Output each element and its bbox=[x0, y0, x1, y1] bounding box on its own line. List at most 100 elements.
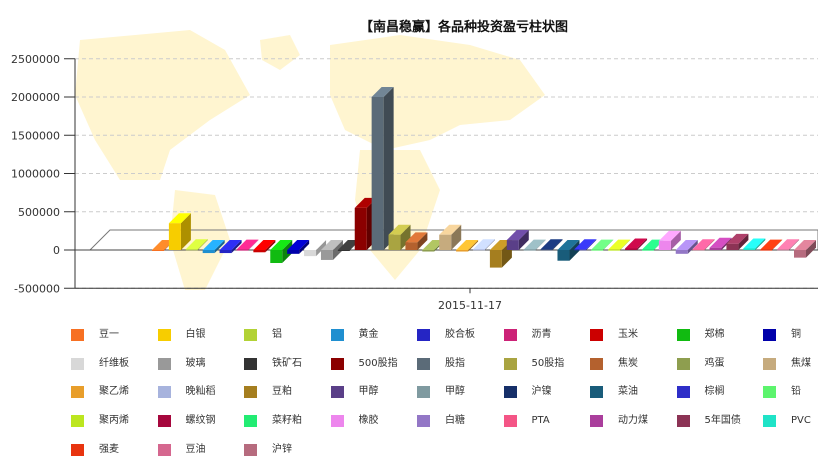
legend-swatch bbox=[244, 443, 257, 456]
y-axis: -500000 0 500000 1000000 1500000 2000000 25000… bbox=[11, 53, 76, 295]
legend-swatch bbox=[71, 329, 84, 341]
legend-swatch bbox=[71, 415, 84, 428]
y-tick-label: 2500000 bbox=[11, 53, 60, 66]
bar-top bbox=[439, 224, 462, 235]
bar-top bbox=[388, 224, 411, 235]
legend-swatch bbox=[330, 415, 344, 428]
bar bbox=[591, 239, 614, 251]
bar bbox=[692, 239, 715, 251]
bar-front bbox=[777, 249, 790, 251]
bar-top bbox=[641, 239, 664, 250]
bar-top bbox=[777, 239, 800, 250]
bar-front bbox=[523, 249, 536, 251]
bar-top bbox=[337, 240, 360, 250]
bar-front bbox=[354, 207, 367, 250]
bar-front bbox=[658, 240, 671, 250]
legend-label: 玻璃 bbox=[185, 357, 206, 369]
bar bbox=[726, 233, 749, 250]
bar bbox=[523, 239, 546, 251]
bar bbox=[743, 238, 766, 250]
legend-label: 螺纹钢 bbox=[185, 415, 216, 427]
legend-label: 动力煤 bbox=[618, 415, 648, 427]
bar-front bbox=[760, 249, 773, 251]
legend-label: 焦炭 bbox=[618, 357, 638, 369]
bar bbox=[388, 224, 411, 250]
legend-swatch bbox=[157, 357, 171, 370]
y-tick-label: 0 bbox=[53, 244, 60, 257]
bar-side bbox=[518, 230, 529, 250]
bar-top bbox=[185, 239, 208, 250]
bar-top bbox=[253, 240, 276, 250]
bar-top bbox=[287, 240, 310, 250]
bar-side bbox=[586, 239, 597, 250]
bar-front bbox=[304, 250, 317, 257]
legend-swatch bbox=[503, 329, 517, 341]
bar-side bbox=[738, 233, 749, 250]
legend-label: PTA bbox=[531, 415, 550, 427]
bar-top bbox=[743, 238, 766, 249]
legend-swatch bbox=[157, 386, 171, 399]
legend-swatch bbox=[244, 415, 257, 428]
bar-top bbox=[794, 240, 816, 250]
legend-label: 白糖 bbox=[445, 415, 465, 427]
bar-front bbox=[743, 248, 756, 250]
bar-front bbox=[320, 250, 333, 260]
y-tick-label: 500000 bbox=[18, 206, 60, 219]
legend-label: 棕榈 bbox=[704, 386, 725, 398]
legend-label: 菜籽粕 bbox=[272, 415, 302, 427]
bar bbox=[574, 239, 597, 251]
legend-swatch bbox=[417, 329, 430, 341]
bar bbox=[202, 240, 225, 254]
bar-side bbox=[603, 239, 614, 250]
legend-label: 豆油 bbox=[185, 443, 206, 455]
bar-top bbox=[270, 240, 293, 250]
legend-swatch bbox=[676, 329, 690, 341]
legend-swatch bbox=[71, 357, 84, 370]
bar-front bbox=[388, 234, 401, 250]
bar bbox=[287, 240, 310, 254]
bar bbox=[658, 230, 681, 250]
legend-label: 5年国债 bbox=[704, 415, 741, 427]
legend-swatch bbox=[71, 443, 84, 456]
bar-front bbox=[574, 249, 587, 251]
legend-label: 50股指 bbox=[531, 357, 565, 369]
bar-top bbox=[304, 240, 327, 250]
bar bbox=[456, 240, 479, 252]
chart-title: 【南昌稳赢】各品种投资盈亏柱状图 bbox=[360, 19, 568, 35]
x-category-label: 2015-11-17 bbox=[438, 299, 502, 312]
bar-top bbox=[354, 197, 377, 208]
legend-label: 焦煤 bbox=[791, 357, 811, 369]
bar-front bbox=[371, 97, 384, 250]
bar bbox=[371, 87, 394, 250]
bar-front bbox=[337, 250, 350, 251]
legend-label: 聚丙烯 bbox=[99, 415, 129, 427]
bar-top bbox=[675, 240, 698, 250]
bars bbox=[152, 87, 816, 268]
bar-front bbox=[152, 250, 164, 251]
bar-top bbox=[473, 239, 495, 250]
legend-label: 胶合板 bbox=[445, 329, 475, 340]
y-tick-label: 1500000 bbox=[11, 129, 60, 142]
bar bbox=[608, 239, 631, 251]
bar-side bbox=[535, 239, 546, 250]
bar-front bbox=[540, 249, 553, 251]
legend-label: 甲醇 bbox=[445, 386, 465, 398]
bar-side bbox=[231, 240, 242, 254]
bar-top bbox=[608, 239, 631, 250]
bar-top bbox=[168, 213, 191, 224]
bar-side bbox=[468, 240, 479, 252]
legend-swatch bbox=[244, 386, 257, 399]
legend-label: 铜 bbox=[791, 329, 801, 340]
bar-top bbox=[456, 240, 479, 250]
legend-label: 纤维板 bbox=[99, 357, 129, 369]
bar-front bbox=[473, 249, 485, 251]
legend-label: 沥青 bbox=[531, 329, 552, 340]
legend-swatch bbox=[503, 386, 517, 399]
legend-label: 股指 bbox=[445, 357, 465, 369]
bar-side bbox=[214, 240, 225, 254]
legend-swatch bbox=[763, 357, 776, 370]
bar-top bbox=[371, 87, 394, 97]
legend-label: PVC bbox=[791, 415, 811, 427]
bar-side bbox=[806, 240, 816, 258]
